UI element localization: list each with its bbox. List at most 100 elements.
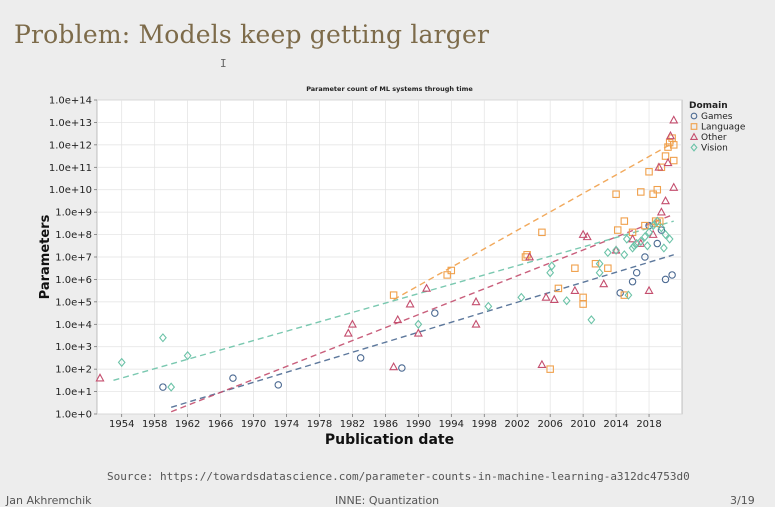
- text-cursor-icon: I: [220, 57, 227, 70]
- other-data-point: [628, 234, 638, 243]
- language-data-point: [538, 228, 546, 237]
- y-tick-label: 1.0e+3: [55, 342, 92, 353]
- language-data-point: [546, 365, 554, 373]
- vision-data-point: [657, 223, 666, 233]
- other-data-point: [582, 231, 592, 241]
- x-tick-label: 1986: [373, 419, 398, 430]
- y-tick-label: 1.0e+0: [55, 410, 92, 421]
- language-data-point: [612, 190, 620, 198]
- vision-data-point: [665, 234, 674, 244]
- language-data-point: [571, 264, 579, 272]
- vision-data-point: [603, 247, 612, 258]
- other-data-point: [570, 285, 580, 294]
- vision-data-point: [595, 268, 604, 278]
- other-data-point: [599, 278, 609, 288]
- y-tick-label: 1.0e+8: [55, 230, 92, 241]
- trend-line-vision: [113, 220, 674, 382]
- vision-data-point: [643, 241, 652, 251]
- games-data-point: [641, 253, 649, 261]
- language-data-point: [447, 266, 456, 275]
- games-data-point: [661, 275, 670, 284]
- footer-title: INNE: Quantization: [335, 494, 440, 507]
- vision-data-point: [620, 250, 629, 260]
- other-data-point: [663, 157, 673, 167]
- x-tick-label: 1962: [175, 419, 200, 430]
- x-tick-label: 1974: [274, 419, 299, 430]
- language-data-point: [637, 188, 645, 196]
- y-tick-label: 1.0e+13: [49, 118, 92, 129]
- y-tick-label: 1.0e+6: [55, 275, 92, 286]
- y-tick-label: 1.0e+5: [55, 297, 92, 308]
- x-tick-label: 2018: [636, 419, 661, 430]
- parameter-count-chart: 1.0e+0 1.0e+1 1.0e+2 1.0e+3 1.0e+4 1.0e+5 1.0e…: [0, 78, 775, 450]
- x-tick-label: 2002: [504, 419, 529, 430]
- language-data-point: [670, 156, 678, 165]
- x-tick-label: 1982: [340, 419, 365, 430]
- y-axis-label: Parameters: [38, 214, 53, 299]
- legend-marker-games: [690, 112, 698, 120]
- y-tick-label: 1.0e+10: [49, 185, 92, 196]
- vision-data-point: [546, 268, 555, 278]
- other-data-point: [471, 296, 481, 306]
- vision-data-point: [636, 236, 645, 246]
- source-citation: Source: https://towardsdatascience.com/p…: [107, 470, 690, 483]
- vision-data-point: [167, 382, 176, 392]
- trend-lines: [113, 142, 675, 413]
- games-data-point: [616, 289, 624, 297]
- language-data-point: [579, 300, 587, 308]
- footer-page-number: 3/19: [730, 494, 755, 507]
- vision-data-point: [659, 243, 668, 253]
- language-data-point: [641, 221, 649, 230]
- vision-data-point: [183, 351, 192, 361]
- other-data-point: [405, 299, 415, 308]
- vision-data-point: [484, 301, 493, 311]
- other-data-point: [669, 115, 679, 124]
- language-data-point: [443, 271, 451, 279]
- vision-data-point: [117, 357, 126, 368]
- legend-marker-other: [689, 132, 699, 140]
- vision-data-point: [517, 292, 526, 303]
- games-data-point: [398, 364, 406, 372]
- language-data-point: [661, 152, 670, 160]
- y-tick-label: 1.0e+1: [55, 387, 92, 398]
- games-data-point: [159, 383, 167, 391]
- other-data-point: [665, 130, 675, 140]
- other-data-point: [611, 245, 621, 254]
- other-data-point: [95, 373, 105, 382]
- trend-line-language: [393, 142, 675, 301]
- vision-data-point: [562, 296, 571, 306]
- x-tick-label: 2006: [537, 419, 562, 430]
- x-tick-label: 2014: [603, 419, 628, 430]
- x-axis-label: Publication date: [325, 432, 454, 448]
- other-data-point: [541, 292, 551, 301]
- games-data-point: [653, 239, 662, 248]
- language-data-point: [613, 226, 622, 234]
- other-data-point: [656, 207, 666, 216]
- x-axis-ticks: 1954 1958 1962 1966 1970 1974 1978 1982 1986 1990…: [109, 414, 662, 430]
- games-data-point: [668, 271, 676, 279]
- x-tick-label: 1998: [472, 419, 497, 430]
- legend-marker-language: [690, 123, 698, 130]
- games-data-point: [356, 354, 365, 362]
- other-data-point: [654, 162, 664, 171]
- language-data-point: [620, 217, 629, 225]
- vision-data-point: [649, 220, 658, 231]
- language-data-point: [604, 264, 612, 272]
- language-data-point: [649, 190, 657, 198]
- x-tick-label: 1990: [406, 419, 431, 430]
- grid-lines: [97, 99, 682, 415]
- x-tick-label: 1970: [241, 419, 266, 430]
- vision-data-point: [628, 243, 637, 253]
- language-data-point: [670, 141, 678, 149]
- vision-data-point: [612, 245, 621, 255]
- legend-label-language: Language: [701, 123, 746, 133]
- chart-svg: 1.0e+0 1.0e+1 1.0e+2 1.0e+3 1.0e+4 1.0e+5 1.0e…: [0, 78, 775, 450]
- language-data-point: [389, 291, 398, 299]
- vision-data-point: [661, 229, 670, 240]
- language-data-point: [591, 259, 600, 268]
- vision-data-point: [653, 216, 662, 226]
- other-data-point: [525, 252, 535, 261]
- vision-data-point: [414, 319, 423, 329]
- y-tick-label: 1.0e+9: [55, 208, 92, 219]
